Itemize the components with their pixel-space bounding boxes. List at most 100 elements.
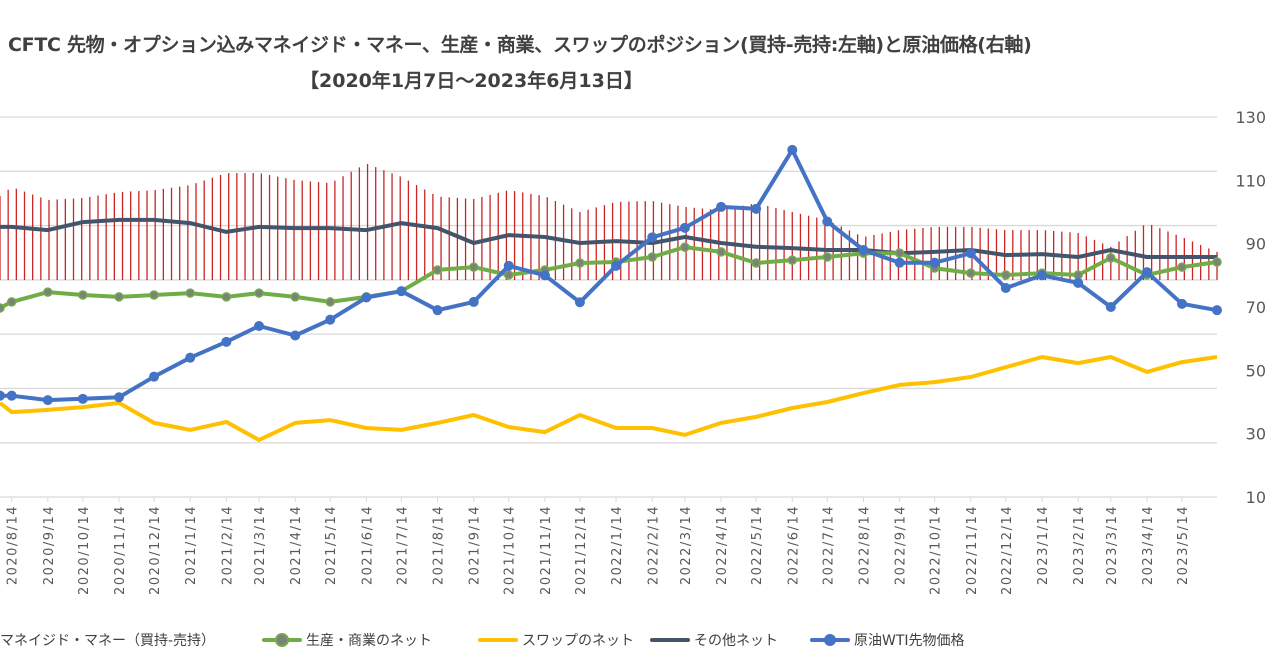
point-4 [468, 296, 479, 307]
right-axis-tick-label: 50 [1246, 361, 1266, 380]
point-4 [929, 257, 940, 268]
point-4 [6, 390, 17, 401]
x-tick-label: 2021/8/14 [432, 505, 447, 585]
x-tick-label: 2020/9/14 [42, 505, 57, 585]
point-1 [254, 288, 264, 298]
point-4 [679, 222, 690, 233]
point-1 [325, 297, 335, 307]
point-1 [6, 297, 17, 307]
x-tick-label: 2020/11/14 [113, 505, 128, 595]
x-tick-label: 2022/5/14 [750, 505, 765, 585]
point-4 [114, 392, 125, 403]
point-4 [1176, 298, 1187, 309]
x-tick-label: 2022/1/14 [610, 505, 625, 585]
legend-item-producer: 生産・商業のネット [262, 630, 432, 650]
point-4 [858, 245, 869, 255]
x-tick-label: 2021/5/14 [324, 505, 339, 585]
x-tick-label: 2020/8/14 [6, 505, 21, 585]
right-axis-tick-label: 70 [1246, 298, 1266, 317]
x-tick-label: 2021/2/14 [220, 505, 235, 585]
point-4 [716, 201, 727, 212]
point-4 [539, 270, 550, 281]
chart-title: CFTC 先物・オプション込みマネイジド・マネー、生産・商業、スワップのポジショ… [8, 34, 1032, 56]
point-1 [114, 292, 124, 302]
right-axis-tick-label: 10 [1246, 488, 1266, 507]
point-4 [1141, 267, 1152, 278]
point-4 [325, 314, 336, 325]
point-1 [149, 290, 159, 300]
legend-item-wti: 原油WTI先物価格 [810, 630, 965, 650]
x-tick-label: 2023/4/14 [1141, 505, 1156, 585]
line-1 [0, 245, 1218, 310]
x-tick-label: 2021/6/14 [360, 505, 375, 585]
point-4 [361, 292, 372, 303]
dark-line-icon [650, 630, 690, 650]
point-1 [716, 247, 726, 257]
x-tick-label: 2021/3/14 [253, 505, 268, 585]
x-tick-label: 2023/3/14 [1105, 505, 1120, 585]
point-4 [822, 216, 833, 227]
x-tick-label: 2021/4/14 [289, 505, 304, 585]
point-1 [290, 292, 300, 302]
x-tick-label: 2021/1/14 [184, 505, 199, 585]
point-4 [42, 395, 53, 406]
point-4 [1073, 277, 1084, 288]
line-3 [0, 217, 1217, 259]
point-4 [185, 352, 196, 363]
point-1 [1073, 270, 1083, 280]
x-tick-label: 2022/12/14 [1000, 505, 1015, 595]
x-tick-label: 2022/11/14 [965, 505, 980, 595]
point-1 [822, 252, 833, 262]
point-4 [1105, 302, 1116, 312]
legend-label: マネイジド・マネー（買持-売持） [0, 633, 216, 649]
point-4 [396, 286, 407, 297]
point-4 [574, 297, 585, 308]
point-4 [290, 330, 301, 341]
point-4 [432, 305, 443, 316]
right-axis: 10 30 50 70 90 110 130 [1235, 108, 1266, 507]
blue-line-marker-icon [810, 630, 850, 650]
legend-label: 生産・商業のネット [306, 633, 432, 649]
legend-item-managed-money: マネイジド・マネー（買持-売持） [0, 630, 215, 650]
point-1 [43, 287, 53, 297]
legend: マネイジド・マネー（買持-売持） 生産・商業のネット スワップのネット その他ネ… [0, 630, 1280, 654]
x-tick-label: 2021/10/14 [503, 505, 518, 595]
point-1 [966, 268, 976, 278]
right-axis-tick-label: 30 [1246, 425, 1266, 444]
legend-item-swap: スワップのネット [478, 630, 634, 650]
point-4 [647, 232, 658, 243]
x-tick-label: 2021/9/14 [468, 505, 483, 585]
line-2 [0, 355, 1218, 442]
line-4 [0, 147, 1218, 403]
x-tick-label: 2022/8/14 [857, 505, 872, 585]
legend-label: その他ネット [694, 633, 778, 649]
x-tick-label: 2020/12/14 [148, 505, 163, 595]
point-1 [751, 258, 761, 268]
x-tick-label: 2022/7/14 [821, 505, 836, 585]
point-4 [221, 336, 232, 347]
point-1 [575, 258, 585, 268]
point-4 [503, 260, 514, 271]
point-1 [78, 290, 88, 300]
point-1 [432, 265, 443, 275]
x-axis: 2020/8/14 2020/9/14 2020/10/14 2020/11/14 20… [0, 496, 1217, 595]
line-series [0, 144, 1222, 442]
point-4 [0, 390, 5, 401]
right-axis-tick-label: 110 [1235, 171, 1266, 190]
point-4 [1212, 305, 1222, 316]
x-tick-label: 2022/2/14 [646, 505, 661, 585]
point-4 [611, 260, 622, 271]
point-1 [680, 242, 690, 252]
right-axis-tick-label: 90 [1246, 235, 1266, 254]
point-1 [647, 252, 658, 262]
green-line-marker-icon [262, 630, 302, 650]
point-1 [1106, 253, 1116, 263]
point-4 [254, 321, 265, 331]
x-tick-label: 2023/2/14 [1072, 505, 1087, 585]
gridlines [0, 116, 1217, 498]
point-1 [787, 255, 798, 265]
point-4 [787, 144, 798, 155]
point-1 [468, 262, 479, 272]
point-1 [503, 270, 514, 280]
